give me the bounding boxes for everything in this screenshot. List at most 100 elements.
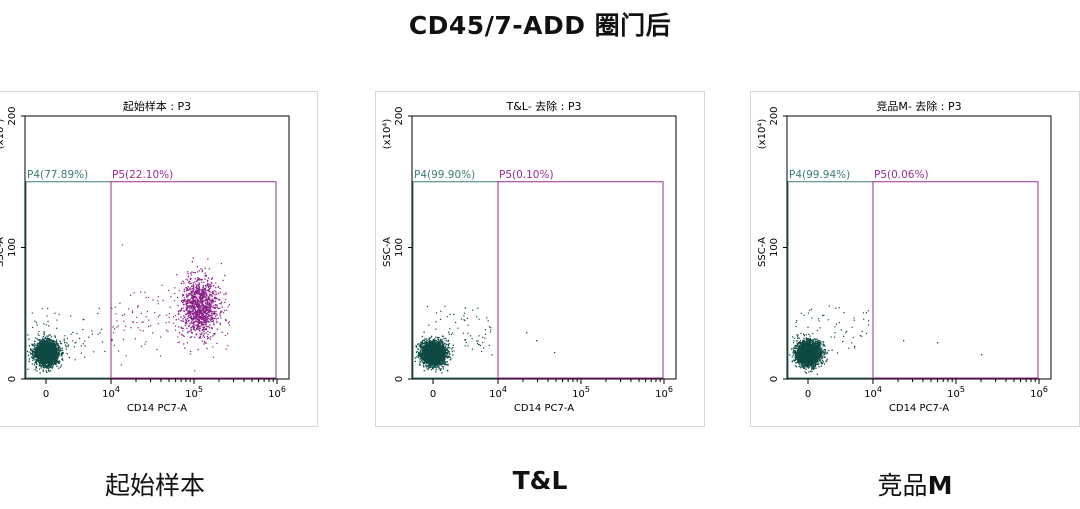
data-point: [193, 328, 195, 330]
data-point: [190, 329, 192, 331]
data-point: [212, 284, 215, 287]
data-point: [36, 348, 38, 351]
data-point: [37, 355, 39, 357]
data-point: [203, 317, 205, 319]
data-point: [51, 347, 53, 349]
data-point: [40, 350, 43, 352]
data-point: [421, 345, 423, 347]
data-point: [202, 323, 205, 325]
data-point: [195, 314, 197, 317]
data-point: [43, 357, 45, 359]
data-point: [190, 328, 192, 331]
data-point: [208, 304, 211, 306]
data-point: [41, 356, 43, 359]
data-point: [202, 310, 204, 312]
data-point: [189, 312, 192, 314]
data-point: [198, 303, 200, 305]
data-point: [48, 349, 51, 351]
data-point: [42, 355, 45, 357]
data-point: [53, 344, 55, 346]
data-point: [190, 292, 192, 295]
data-point: [207, 317, 210, 320]
data-point: [34, 352, 36, 354]
data-point: [49, 361, 51, 363]
data-point: [198, 317, 200, 319]
data-point: [216, 314, 218, 316]
data-point: [435, 371, 437, 373]
data-point: [58, 353, 60, 355]
data-point: [447, 357, 449, 359]
data-point: [59, 340, 61, 343]
data-point: [194, 293, 196, 295]
data-point: [39, 365, 41, 367]
data-point: [51, 350, 53, 352]
x-tick-label: 105: [572, 385, 590, 400]
data-point: [200, 290, 202, 293]
data-point: [42, 361, 45, 364]
data-point: [184, 300, 186, 302]
data-point: [203, 290, 205, 292]
scatter-points: [27, 244, 230, 374]
data-point: [187, 307, 189, 309]
data-point: [84, 340, 86, 342]
data-point: [219, 287, 221, 289]
data-point: [203, 281, 205, 284]
data-point: [445, 351, 447, 354]
data-point: [208, 309, 210, 311]
data-point: [192, 282, 194, 284]
data-point: [192, 325, 194, 328]
data-point: [212, 335, 214, 337]
data-point: [204, 278, 206, 280]
data-point: [53, 349, 56, 351]
data-point: [43, 341, 46, 344]
data-point: [202, 298, 204, 300]
y-tick-label: 0: [7, 376, 18, 382]
data-point: [216, 306, 218, 308]
data-point: [423, 361, 426, 363]
data-point: [38, 342, 40, 344]
data-point: [194, 299, 196, 302]
data-point: [211, 306, 213, 308]
data-point: [42, 336, 44, 338]
data-point: [65, 348, 67, 350]
data-point: [177, 304, 179, 307]
data-point: [449, 359, 451, 361]
data-point: [54, 357, 57, 359]
data-point: [42, 351, 44, 353]
data-point: [197, 290, 199, 292]
data-point: [145, 296, 147, 299]
data-point: [40, 341, 42, 343]
data-point: [214, 307, 216, 310]
data-point: [209, 295, 211, 297]
data-point: [51, 367, 53, 369]
data-point: [206, 313, 208, 315]
data-point: [43, 349, 46, 351]
data-point: [203, 307, 206, 309]
data-point: [215, 315, 217, 317]
data-point: [56, 353, 58, 355]
data-point: [33, 356, 35, 358]
data-point: [46, 345, 48, 347]
data-point: [31, 357, 33, 359]
data-point: [213, 333, 215, 335]
data-point: [200, 316, 203, 318]
data-point: [45, 362, 47, 364]
data-point: [195, 289, 197, 292]
data-point: [199, 316, 201, 318]
data-point: [54, 349, 56, 351]
data-point: [187, 312, 189, 314]
data-point: [56, 357, 58, 359]
data-point: [224, 301, 226, 303]
data-point: [43, 363, 45, 365]
data-point: [189, 337, 192, 339]
data-point: [214, 333, 216, 335]
data-point: [43, 323, 45, 325]
x-tick-label: 106: [268, 385, 286, 400]
data-point: [31, 352, 34, 354]
data-point: [33, 340, 36, 342]
data-point: [57, 355, 59, 357]
data-point: [194, 290, 197, 293]
gate-label: P5(0.10%): [499, 169, 554, 181]
data-point: [145, 341, 147, 343]
data-point: [45, 367, 47, 369]
